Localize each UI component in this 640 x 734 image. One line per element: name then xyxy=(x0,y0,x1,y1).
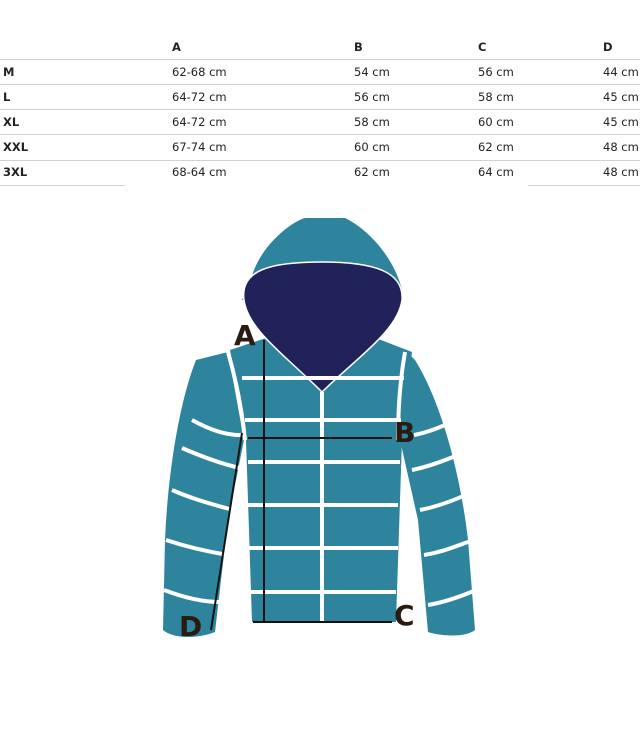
table-cell: 64-72 cm xyxy=(172,90,227,104)
column-header: D xyxy=(603,40,613,54)
table-cell: 48 cm xyxy=(603,140,639,154)
table-cell: 62-68 cm xyxy=(172,65,227,79)
label-d: D xyxy=(179,610,202,643)
row-divider xyxy=(0,109,640,111)
table-cell: 60 cm xyxy=(478,115,514,129)
size-label: L xyxy=(3,90,11,104)
table-cell: 48 cm xyxy=(603,165,639,179)
measure-lines xyxy=(210,340,392,631)
quilt-seams xyxy=(163,351,477,624)
row-divider xyxy=(0,59,640,60)
column-header: C xyxy=(478,40,487,54)
table-cell: 45 cm xyxy=(603,115,639,129)
size-label: 3XL xyxy=(3,165,28,179)
hood-lining xyxy=(242,261,403,394)
table-cell: 62 cm xyxy=(478,140,514,154)
label-a: A xyxy=(234,319,256,352)
row-divider xyxy=(528,185,640,186)
column-header: B xyxy=(354,40,363,54)
row-divider xyxy=(0,185,125,186)
column-header: A xyxy=(172,40,181,54)
table-cell: 62 cm xyxy=(354,165,390,179)
table-cell: 68-64 cm xyxy=(172,165,227,179)
measure-line-d xyxy=(210,432,243,631)
size-label: M xyxy=(3,65,15,79)
table-cell: 56 cm xyxy=(478,65,514,79)
table-cell: 60 cm xyxy=(354,140,390,154)
right-sleeve xyxy=(400,350,475,636)
size-label: XXL xyxy=(3,140,29,154)
label-c: C xyxy=(394,599,415,632)
row-divider xyxy=(0,134,640,136)
table-cell: 67-74 cm xyxy=(172,140,227,154)
table-cell: 58 cm xyxy=(354,115,390,129)
table-cell: 64-72 cm xyxy=(172,115,227,129)
table-cell: 56 cm xyxy=(354,90,390,104)
label-b: B xyxy=(394,416,415,449)
table-cell: 45 cm xyxy=(603,90,639,104)
row-divider xyxy=(0,84,640,85)
table-cell: 58 cm xyxy=(478,90,514,104)
left-sleeve xyxy=(163,352,244,637)
table-cell: 64 cm xyxy=(478,165,514,179)
table-cell: 54 cm xyxy=(354,65,390,79)
size-label: XL xyxy=(3,115,20,129)
row-divider xyxy=(0,159,640,161)
table-cell: 44 cm xyxy=(603,65,639,79)
